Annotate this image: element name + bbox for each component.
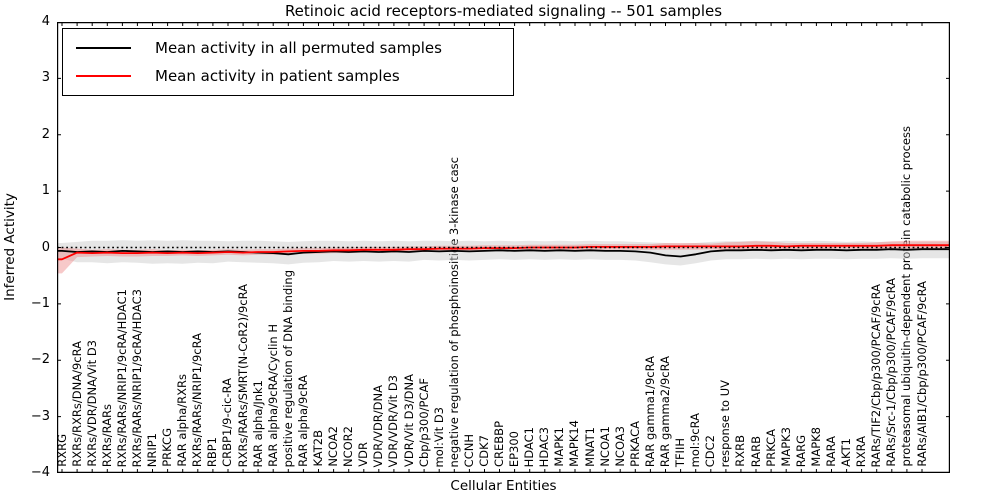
y-tick-label: 1 <box>41 183 50 199</box>
x-tick-label: RARs/AIB1/Cbp/p300/PCAF/9cRA <box>914 281 929 467</box>
x-tick-label: CDK7 <box>476 435 491 467</box>
line-permuted <box>57 248 950 258</box>
x-tick-label: RARB <box>748 435 763 467</box>
x-tick-label: RAR alpha/RXRs <box>175 374 190 467</box>
x-tick-label: MNAT1 <box>582 427 597 467</box>
x-tick-label: RAR alpha/9cRA/Cyclin H <box>265 324 280 467</box>
legend-item-permuted: Mean activity in all permuted samples <box>63 39 513 57</box>
x-tick-label: RXRs/RARs/NRIP1/9cRA <box>190 332 205 467</box>
x-tick-label: RXRB <box>733 435 748 467</box>
x-tick-label: MAPK14 <box>567 420 582 467</box>
x-tick-label: mol:9cRA <box>688 412 703 467</box>
x-tick-label: CDC2 <box>703 434 718 467</box>
y-tick-label: 0 <box>41 239 50 255</box>
x-tick-label: RARG <box>793 434 808 467</box>
permuted-line-swatch <box>76 47 131 49</box>
x-tick-label: MAPK8 <box>808 427 823 467</box>
legend: Mean activity in all permuted samples Me… <box>62 28 514 96</box>
x-tick-label: VDR/Vit D3/DNA <box>401 374 416 467</box>
x-tick-label: RXRs/RARs/NRIP1/9cRA/HDAC3 <box>129 288 144 467</box>
x-tick-label: RBP1 <box>205 436 220 467</box>
x-tick-label: positive regulation of DNA binding <box>280 269 295 467</box>
y-tick-label: 3 <box>41 70 50 86</box>
y-tick-label: −3 <box>30 408 50 424</box>
x-tick-label: HDAC1 <box>522 426 537 467</box>
x-tick-label: RAR alpha/9cRA <box>295 375 310 467</box>
x-tick-label: CRBP1/9-cic-RA <box>220 378 235 467</box>
x-tick-label: MAPK1 <box>552 427 567 467</box>
x-tick-label: RARA <box>823 436 838 467</box>
x-tick-label: RXRs/RARs/NRIP1/9cRA/HDAC1 <box>114 288 129 467</box>
x-tick-label: response to UV <box>718 379 733 467</box>
x-tick-label: AKT1 <box>839 438 854 467</box>
chart-title: Retinoic acid receptors-mediated signali… <box>284 2 723 20</box>
y-tick-label: 4 <box>41 14 50 29</box>
x-tick-label: KAT2B <box>310 430 325 467</box>
x-tick-label: RAR alpha/Jnk1 <box>250 379 265 467</box>
x-axis-label: Cellular Entities <box>450 478 557 494</box>
x-tick-label: Cbp/p300/PCAF <box>416 377 431 467</box>
x-tick-label: RAR gamma1/9cRA <box>642 355 657 467</box>
x-tick-label: NRIP1 <box>145 432 160 467</box>
patient-line-swatch <box>76 75 131 77</box>
y-tick-label: −1 <box>30 295 50 311</box>
x-tick-label: RXRs/RARs <box>99 403 114 467</box>
x-tick-label: proteasomal ubiquitin-dependent protein … <box>899 126 914 467</box>
x-tick-label: RXRs/RXRs/DNA/9cRA <box>69 341 84 467</box>
x-tick-label: VDR/VDR/DNA <box>371 384 386 468</box>
x-tick-label: PRKCG <box>160 428 175 467</box>
x-tick-label: RXRs/VDR/DNA/Vit D3 <box>84 340 99 467</box>
x-tick-label: RARs/Src-1/Cbp/p300/PCAF/9cRA <box>884 278 899 467</box>
x-tick-label: mol:Vit D3 <box>431 406 446 467</box>
x-tick-label: NCOA1 <box>597 426 612 467</box>
x-tick-label: CCNH <box>461 433 476 467</box>
band-patient <box>57 240 950 274</box>
x-tick-label: RAR gamma2/9cRA <box>658 355 672 467</box>
x-tick-label: RARs/TIF2/Cbp/p300/PCAF/9cRA <box>869 283 884 467</box>
x-tick-label: CREBBP <box>492 421 507 467</box>
legend-label-patient: Mean activity in patient samples <box>155 67 400 85</box>
x-tick-label: negative regulation of phosphoinositide … <box>446 156 461 468</box>
x-tick-label: VDR/VDR/Vit D3 <box>386 374 401 467</box>
x-tick-label: HDAC3 <box>537 426 552 467</box>
x-tick-label: NCOA3 <box>612 426 627 467</box>
line-patient <box>57 244 950 261</box>
x-tick-label: EP300 <box>507 430 522 467</box>
x-tick-label: RXRs/RARs/SMRT(N-CoR2)/9cRA <box>235 283 250 467</box>
x-tick-label: VDR <box>356 442 371 467</box>
y-tick-label: −2 <box>30 352 50 368</box>
x-tick-label: TFIIH <box>673 437 688 467</box>
y-tick-label: 2 <box>41 126 50 142</box>
x-tick-label: PRKACA <box>627 421 642 467</box>
x-tick-label: PRKCA <box>763 429 778 467</box>
x-tick-label: RXRA <box>854 435 869 467</box>
legend-label-permuted: Mean activity in all permuted samples <box>155 39 442 57</box>
y-tick-label: −4 <box>30 465 50 480</box>
x-tick-label: NCOA2 <box>326 426 341 467</box>
band-permuted <box>57 240 950 266</box>
x-tick-label: MAPK3 <box>778 427 793 467</box>
legend-item-patient: Mean activity in patient samples <box>63 67 513 85</box>
x-tick-label: RXRG <box>54 434 69 467</box>
x-tick-label: NCOR2 <box>341 426 356 467</box>
